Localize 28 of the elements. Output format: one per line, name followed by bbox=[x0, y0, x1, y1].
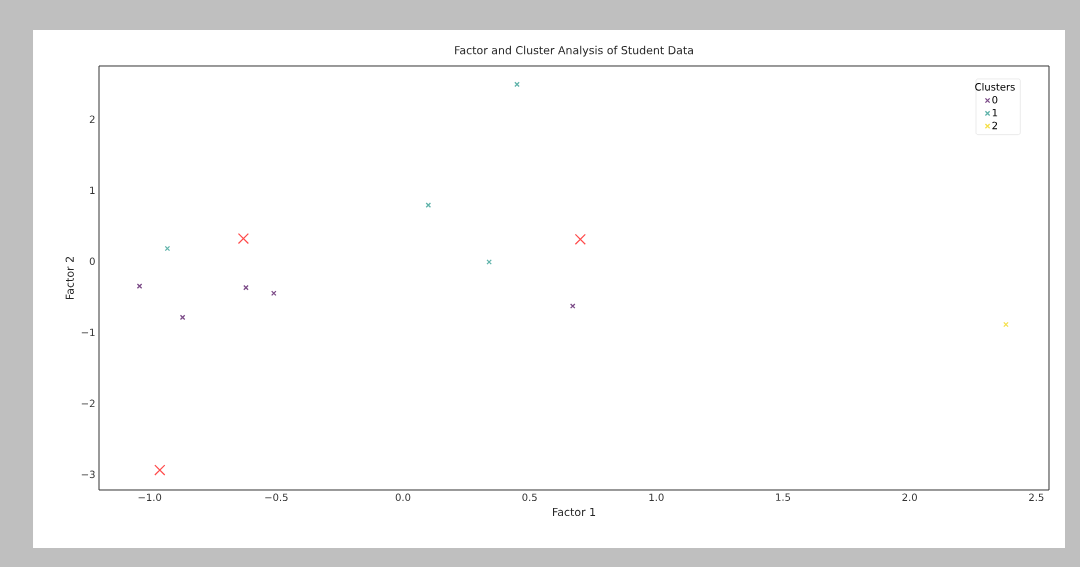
x-tick-label: 2.0 bbox=[902, 493, 917, 502]
x-tick-label: −1.0 bbox=[138, 493, 162, 502]
x-tick-label: 0.5 bbox=[522, 493, 537, 502]
legend-label: 0 bbox=[992, 95, 998, 104]
point bbox=[164, 245, 171, 252]
point bbox=[425, 202, 432, 208]
legend-label: 2 bbox=[992, 121, 998, 130]
legend-label: 1 bbox=[992, 108, 998, 117]
x-axis-title: Factor 1 bbox=[553, 507, 596, 517]
y-axis-title: Factor 2 bbox=[65, 257, 74, 299]
legend-title: Clusters bbox=[975, 82, 1015, 91]
y-tick-label: 2 bbox=[89, 115, 95, 123]
point bbox=[569, 303, 576, 309]
x-tick-label: 1.5 bbox=[776, 493, 791, 501]
x-tick-label: 1.0 bbox=[649, 493, 664, 502]
chart-title: Factor and Cluster Analysis of Student Data bbox=[455, 45, 693, 57]
y-tick-label: 0 bbox=[89, 257, 95, 266]
point bbox=[237, 233, 249, 245]
x-tick-label: 0.0 bbox=[395, 493, 411, 502]
y-tick-label: −3 bbox=[81, 470, 95, 479]
y-tick-label: 1 bbox=[90, 186, 95, 194]
point bbox=[574, 233, 586, 245]
point bbox=[154, 464, 166, 476]
x-tick-label: 2.5 bbox=[1029, 493, 1044, 502]
y-tick-label: −2 bbox=[81, 399, 95, 408]
x-tick-label: −0.5 bbox=[265, 493, 288, 502]
y-tick-label: −1 bbox=[81, 328, 95, 336]
point bbox=[486, 259, 492, 265]
